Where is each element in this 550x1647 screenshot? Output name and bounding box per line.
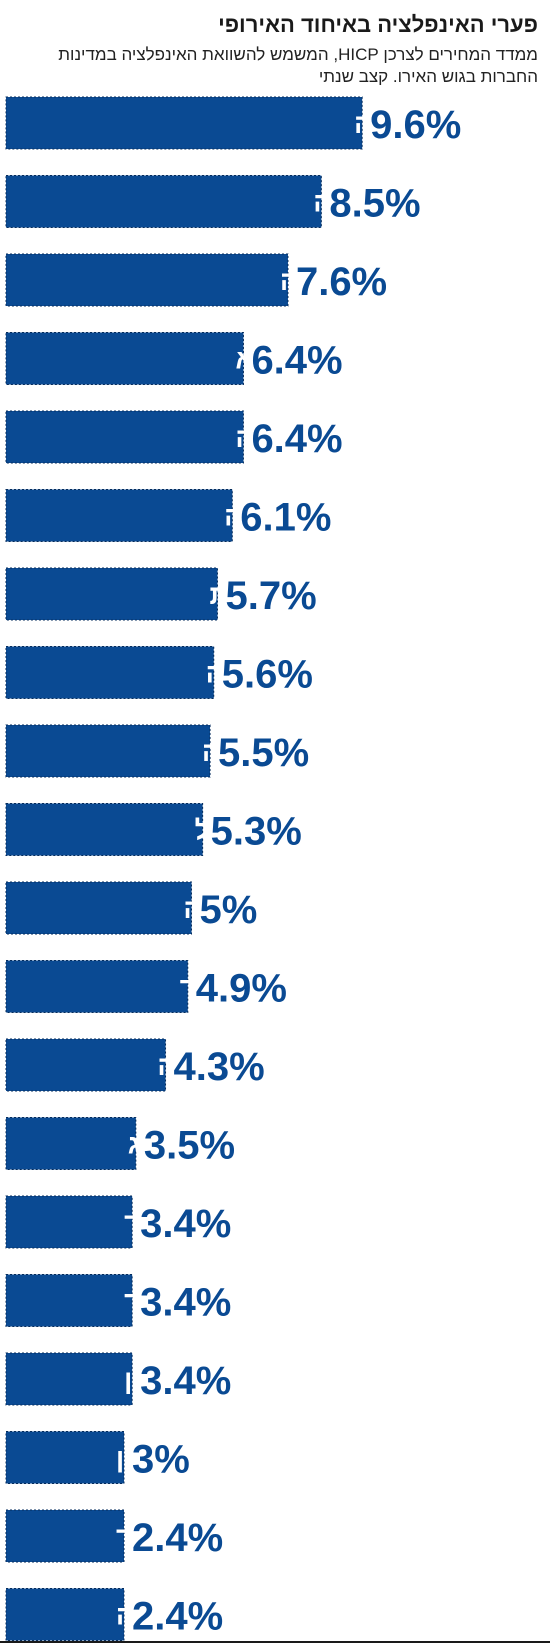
bar-label-14: הולנד [124, 1208, 193, 1238]
bar-6 [5, 567, 218, 621]
value-label-0: 9.6% [370, 103, 461, 147]
bar-label-2: אוסטריה [280, 266, 385, 296]
bar-label-6: צרפת [209, 580, 277, 610]
value-label-1: 8.5% [329, 182, 420, 226]
bar-label-10: מלטה [184, 894, 256, 924]
value-label-11: 4.9% [196, 967, 287, 1011]
bar-5 [5, 489, 233, 542]
value-label-18: 2.4% [132, 1516, 223, 1560]
value-label-16: 3.4% [140, 1359, 231, 1403]
value-label-4: 6.4% [251, 417, 342, 461]
bar-label-13: לוקסמבורג [128, 1130, 260, 1160]
bottom-rule [0, 1641, 550, 1643]
bar-7 [5, 646, 215, 699]
bar-label-1: קרואטיה [313, 188, 417, 218]
bar-label-12: אסטוניה [158, 1051, 260, 1081]
bar-2 [5, 253, 289, 307]
chart-subtitle: ממדד המחירים לצרכן HICP, המשמש להשוואת ה… [58, 45, 538, 86]
bar-label-8: איטליה [202, 737, 288, 767]
value-label-10: 5% [200, 888, 258, 932]
bar-11 [5, 960, 189, 1013]
bar-label-5: סלובניה [224, 502, 321, 532]
value-label-19: 2.4% [132, 1595, 223, 1639]
bar-1 [5, 175, 322, 228]
bar-12 [5, 1038, 167, 1092]
bar-19 [5, 1588, 125, 1641]
value-label-6: 5.7% [225, 574, 316, 618]
bars-group: סלובקיה9.6%קרואטיה8.5%אוסטריה7.6%ליטא6.4… [5, 96, 461, 1641]
value-label-17: 3% [132, 1438, 190, 1482]
bar-label-9: פורטוגל [195, 816, 291, 846]
bar-label-3: ליטא [235, 345, 296, 375]
bar-label-18: ספרד [116, 1522, 183, 1552]
value-label-13: 3.5% [144, 1124, 235, 1168]
bar-14 [5, 1195, 133, 1249]
bar-label-17: קפריסין [116, 1444, 210, 1474]
bar-13 [5, 1117, 137, 1170]
bar-label-15: פינלנד [124, 1287, 204, 1317]
value-label-9: 5.3% [211, 810, 302, 854]
bar-label-7: לטביה [206, 659, 283, 689]
value-label-5: 6.1% [240, 496, 331, 540]
bar-8 [5, 724, 211, 778]
bar-label-19: בלגיה [116, 1601, 186, 1631]
bar-17 [5, 1431, 125, 1484]
chart-title: פערי האינפלציה באיחוד האירופי [218, 12, 538, 37]
value-label-8: 5.5% [218, 731, 309, 775]
bar-0 [5, 96, 363, 150]
bar-label-11: אירלנד [180, 973, 265, 1003]
value-label-12: 4.3% [174, 1045, 265, 1089]
bar-10 [5, 881, 192, 935]
value-label-7: 5.6% [222, 653, 313, 697]
bar-label-0: סלובקיה [354, 109, 457, 139]
value-label-3: 6.4% [251, 339, 342, 383]
bar-16 [5, 1352, 133, 1406]
value-label-14: 3.4% [140, 1202, 231, 1246]
value-label-15: 3.4% [140, 1281, 231, 1325]
bar-label-16: יוון [124, 1365, 157, 1395]
bar-label-4: גרמניה [235, 423, 320, 453]
value-label-2: 7.6% [296, 260, 387, 304]
bar-18 [5, 1509, 125, 1563]
bar-3 [5, 332, 244, 385]
bar-9 [5, 803, 204, 856]
bar-4 [5, 410, 244, 464]
bar-15 [5, 1274, 133, 1327]
